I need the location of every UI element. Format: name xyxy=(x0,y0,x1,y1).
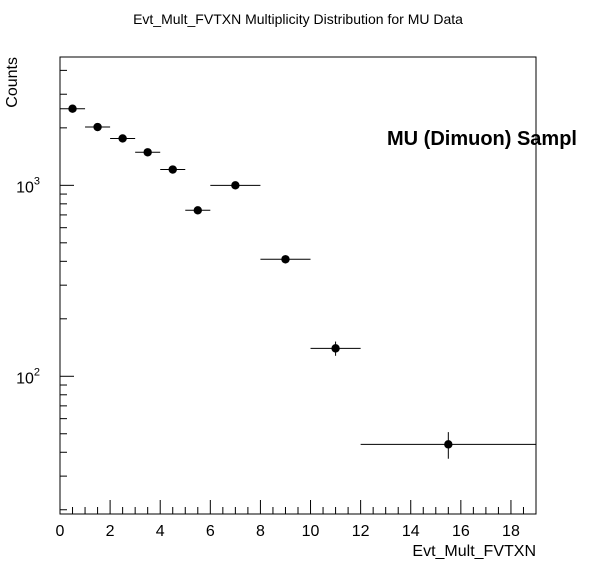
data-point xyxy=(310,341,361,356)
chart-title: Evt_Mult_FVTXN Multiplicity Distribution… xyxy=(133,11,463,27)
point-marker xyxy=(118,134,127,143)
point-marker xyxy=(168,165,177,174)
data-point xyxy=(85,122,111,132)
x-tick-label: 10 xyxy=(302,523,320,540)
y-tick-label: 103 xyxy=(16,175,40,196)
x-tick-label: 12 xyxy=(352,523,370,540)
x-tick-label: 14 xyxy=(402,523,420,540)
data-point xyxy=(160,165,186,174)
x-tick-label: 4 xyxy=(156,523,165,540)
data-points xyxy=(60,104,536,459)
data-point xyxy=(260,255,311,264)
data-point xyxy=(60,104,86,113)
point-marker xyxy=(143,148,152,157)
point-marker xyxy=(68,104,77,113)
point-marker xyxy=(231,181,240,190)
data-point xyxy=(185,206,211,215)
x-tick-label: 2 xyxy=(106,523,115,540)
data-point xyxy=(360,432,536,459)
x-tick-label: 0 xyxy=(56,523,65,540)
x-axis-title: Evt_Mult_FVTXN xyxy=(412,543,536,560)
plot-frame xyxy=(59,56,537,515)
y-tick-label: 102 xyxy=(16,366,40,387)
point-marker xyxy=(193,206,202,215)
x-axis-ticks xyxy=(59,500,537,514)
data-point xyxy=(135,148,161,157)
y-axis-tick-labels: 102 103 xyxy=(16,175,40,387)
sample-annotation: MU (Dimuon) Sampl xyxy=(387,128,577,150)
point-marker xyxy=(93,122,102,132)
x-tick-label: 16 xyxy=(452,523,470,540)
data-point xyxy=(110,134,136,143)
x-tick-label: 8 xyxy=(256,523,265,540)
point-marker xyxy=(444,440,453,449)
x-axis-tick-labels: 0 2 4 6 8 10 12 14 16 18 xyxy=(56,523,520,540)
point-marker xyxy=(331,344,340,353)
point-marker xyxy=(281,255,290,264)
y-axis-title: Counts xyxy=(4,57,21,108)
data-point xyxy=(210,181,261,190)
y-axis-ticks xyxy=(60,69,74,511)
x-tick-label: 6 xyxy=(206,523,215,540)
x-tick-label: 18 xyxy=(502,523,520,540)
